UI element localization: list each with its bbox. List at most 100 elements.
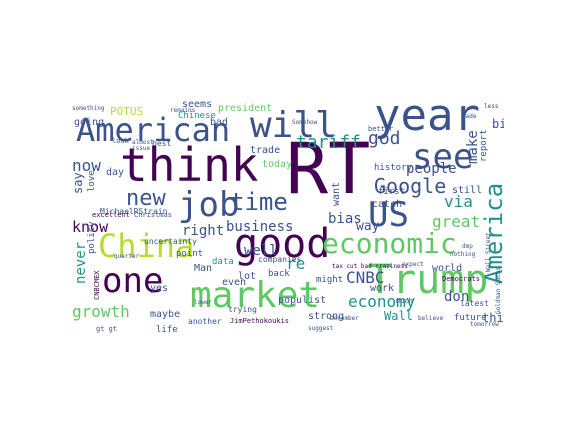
word-remains: remains: [170, 107, 196, 114]
word-year: year: [374, 94, 480, 141]
word-will: will: [250, 105, 337, 146]
word-made: made: [462, 113, 477, 120]
word-almost: almost: [132, 139, 154, 146]
word-strong: strong: [308, 311, 345, 322]
word-way: way: [356, 219, 380, 234]
word-see: see: [412, 137, 474, 177]
word-believe: believe: [418, 315, 444, 322]
word-american: American: [76, 111, 231, 149]
word-cloud: RT think year American will see good US …: [72, 94, 504, 338]
word-democrats: Democrats: [442, 275, 480, 283]
word-work: work: [370, 283, 395, 294]
word-now: now: [72, 156, 101, 175]
word-something: something: [72, 105, 105, 112]
word-quarter: quarter: [114, 253, 140, 260]
word-companies: companies: [258, 255, 302, 264]
word-catch: catch: [372, 199, 403, 210]
word-world: world: [432, 263, 463, 274]
word-us: US: [368, 195, 409, 235]
word-love: love: [87, 170, 97, 192]
word-one: one: [102, 261, 164, 301]
word-christmas: Christmas: [134, 211, 172, 219]
word-job: job: [178, 185, 240, 225]
word-maybe: maybe: [150, 309, 181, 320]
word-latest: latest: [460, 299, 489, 308]
word-policy: policy: [87, 221, 97, 254]
word-trying: trying: [228, 305, 257, 314]
word-via: via: [444, 192, 473, 211]
word-don: don: [444, 289, 470, 305]
word-god: god: [368, 128, 401, 149]
word-december: December: [330, 315, 359, 322]
word-know: know: [72, 218, 109, 236]
word-thing: thing: [482, 311, 504, 325]
word-history: history: [374, 163, 412, 173]
word-first: first: [378, 187, 406, 197]
word-uncertainty: uncertainty: [144, 237, 197, 246]
word-dmp: dmp: [462, 243, 473, 250]
word-excellent: excellent: [92, 211, 130, 219]
word-day: day: [106, 167, 125, 178]
word-bias: bias: [328, 211, 362, 227]
word-right: right: [182, 223, 225, 239]
word-nothing: nothing: [450, 251, 476, 258]
word-best: best: [152, 139, 172, 148]
word-trump: Trump: [368, 257, 489, 303]
word-tariff: tariff: [296, 132, 362, 153]
word-goldman-sachs: Goldman Sachs: [495, 267, 502, 314]
word-still: still: [452, 185, 483, 196]
word-back: back: [268, 269, 290, 279]
word-never: never: [73, 241, 89, 284]
word-chinese: Chinese: [178, 111, 216, 121]
word-china: China: [98, 227, 195, 265]
word-report: report: [479, 129, 489, 162]
word-cnbcmex: CNBCMEX: [93, 270, 101, 300]
word-potus: POTUS: [110, 105, 144, 118]
word-google: Google: [374, 174, 447, 198]
word-good: good: [234, 221, 331, 267]
word-say: say: [72, 172, 85, 194]
word-issue: issue: [132, 145, 151, 152]
word-wall-street: Wall Street: [485, 232, 492, 272]
word-think: think: [120, 138, 259, 192]
word-lower: lower: [194, 299, 213, 306]
word-yes: yes: [150, 283, 169, 294]
word-re: re: [286, 254, 306, 273]
word-better: better: [368, 125, 394, 133]
word-bad: bad: [210, 117, 229, 128]
word-another: another: [188, 317, 222, 326]
word-way-out: tax cut bad craziness: [332, 263, 408, 270]
word-suggest: suggest: [308, 325, 334, 332]
word-economy: economy: [348, 292, 416, 311]
word-gt: gt gt: [96, 325, 118, 333]
word-michael-strain: MichaelRStrain: [100, 207, 168, 216]
word-point: point: [176, 249, 204, 259]
word-business: business: [226, 219, 294, 235]
word-well: well: [244, 243, 278, 259]
word-time: time: [230, 188, 288, 216]
word-might: might: [316, 275, 344, 285]
word-seems: seems: [182, 99, 213, 110]
word-look: look: [112, 137, 129, 145]
word-somehow: Somehow: [292, 119, 318, 126]
word-life: life: [156, 325, 178, 335]
word-jim-pethokoukis: JimPethokoukis: [230, 317, 290, 325]
word-data: data: [212, 257, 234, 267]
word-going: going: [74, 117, 105, 128]
word-market: market: [190, 275, 321, 316]
word-people: people: [406, 161, 457, 177]
word-new: new: [126, 186, 166, 211]
word-future: future: [454, 313, 487, 323]
word-make: make: [465, 130, 481, 164]
word-big: big: [492, 117, 504, 131]
word-lot: lot: [238, 271, 257, 282]
word-much: much: [396, 297, 413, 305]
word-growth: growth: [72, 302, 130, 321]
word-rt: RT: [286, 128, 371, 210]
word-cnbc: CNBC: [346, 268, 385, 287]
word-economic: economic: [322, 227, 457, 260]
word-populist: populist: [278, 295, 327, 306]
word-wall: Wall: [384, 309, 413, 323]
word-man: Man: [194, 263, 213, 274]
